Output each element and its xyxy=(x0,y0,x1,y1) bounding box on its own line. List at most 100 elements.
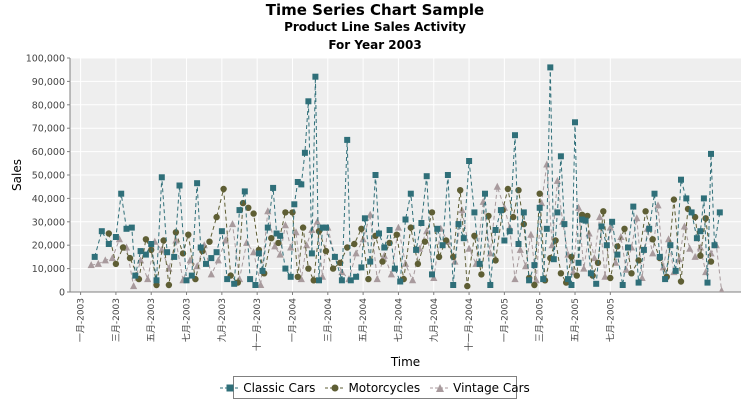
data-point xyxy=(582,217,589,224)
data-point xyxy=(704,279,711,286)
data-point xyxy=(361,215,368,222)
data-point xyxy=(376,230,382,237)
data-point xyxy=(206,238,213,245)
data-point xyxy=(504,185,512,193)
data-point xyxy=(635,257,642,264)
data-point xyxy=(108,254,116,262)
data-point xyxy=(310,277,317,284)
data-point xyxy=(414,260,422,268)
data-point xyxy=(220,185,227,193)
data-point xyxy=(619,282,626,288)
x-axis-label: Time xyxy=(390,355,420,369)
data-point xyxy=(287,273,294,280)
data-point xyxy=(606,223,614,231)
data-point xyxy=(707,258,715,265)
data-point xyxy=(213,213,220,221)
data-point xyxy=(148,241,155,247)
data-point xyxy=(578,211,586,218)
data-point xyxy=(319,224,326,231)
data-point xyxy=(172,229,180,236)
legend-item-classic-cars: Classic Cars xyxy=(220,381,315,395)
data-point xyxy=(680,222,689,230)
data-point xyxy=(394,223,402,231)
data-point xyxy=(101,256,109,264)
data-point xyxy=(294,179,301,185)
data-point xyxy=(160,237,167,244)
data-point xyxy=(366,210,374,218)
data-point xyxy=(455,221,462,228)
data-point xyxy=(367,258,374,265)
data-point xyxy=(153,277,160,284)
data-point xyxy=(123,225,130,232)
x-tick-label: 七月-2003 xyxy=(182,298,193,342)
data-point xyxy=(208,255,215,262)
data-point xyxy=(268,235,275,242)
data-point xyxy=(250,210,257,217)
y-tick-label: 10,000 xyxy=(32,264,65,275)
series-classic-cars xyxy=(91,64,723,288)
data-point xyxy=(501,237,508,244)
data-point xyxy=(493,182,501,190)
data-point xyxy=(450,282,457,288)
data-point xyxy=(609,218,616,225)
data-point xyxy=(580,264,588,272)
data-point xyxy=(640,246,647,253)
data-point xyxy=(214,256,222,264)
data-point xyxy=(565,276,571,283)
data-point xyxy=(527,230,535,238)
data-point xyxy=(697,252,704,259)
data-point xyxy=(148,246,155,254)
data-point xyxy=(126,254,134,262)
data-point xyxy=(277,232,284,239)
data-point xyxy=(646,225,653,232)
data-point xyxy=(188,272,195,279)
data-point xyxy=(264,224,271,231)
data-point xyxy=(115,235,123,243)
data-point xyxy=(172,236,180,244)
data-point xyxy=(707,249,715,257)
data-point xyxy=(164,249,171,256)
data-point xyxy=(428,209,436,216)
data-point xyxy=(667,242,674,249)
x-tick-label: 九月-2003 xyxy=(217,298,228,342)
data-point xyxy=(281,221,289,229)
data-point xyxy=(322,247,330,255)
data-point xyxy=(548,241,556,249)
data-point xyxy=(700,195,707,202)
data-point xyxy=(291,201,298,208)
data-point xyxy=(554,209,561,216)
x-tick-label: 七月-2004 xyxy=(393,298,404,342)
data-point xyxy=(137,248,144,255)
data-point xyxy=(662,276,669,283)
data-point xyxy=(247,276,254,283)
legend-marker-square xyxy=(220,384,241,391)
data-point xyxy=(221,236,229,244)
data-point xyxy=(176,182,183,189)
data-point xyxy=(568,253,575,261)
data-point xyxy=(301,149,308,156)
data-point xyxy=(344,244,351,251)
x-tick-label: 三月-2004 xyxy=(323,298,334,342)
data-point xyxy=(130,282,138,290)
data-point xyxy=(421,238,429,245)
legend-item-vintage-cars: Vintage Cars xyxy=(430,381,530,395)
data-point xyxy=(423,227,431,235)
series-vintage-cars xyxy=(87,160,725,292)
chart-subtitle-product-line: Product Line Sales Activity xyxy=(284,20,466,34)
data-point xyxy=(353,273,360,280)
data-point xyxy=(579,216,586,223)
chart-subtitle-year: For Year 2003 xyxy=(328,38,422,52)
data-point xyxy=(373,275,381,283)
data-point xyxy=(557,153,564,160)
data-point xyxy=(386,227,393,233)
data-point xyxy=(466,158,473,164)
data-point xyxy=(252,282,259,288)
data-point xyxy=(711,242,718,249)
data-point xyxy=(289,209,296,216)
chart-legend: Classic Cars Motorcycles Vintage Cars xyxy=(220,376,530,399)
data-point xyxy=(413,246,420,253)
legend-label-vintage-cars: Vintage Cars xyxy=(453,380,530,395)
data-point xyxy=(642,208,649,215)
x-tick-label: 七月-2005 xyxy=(605,298,616,342)
